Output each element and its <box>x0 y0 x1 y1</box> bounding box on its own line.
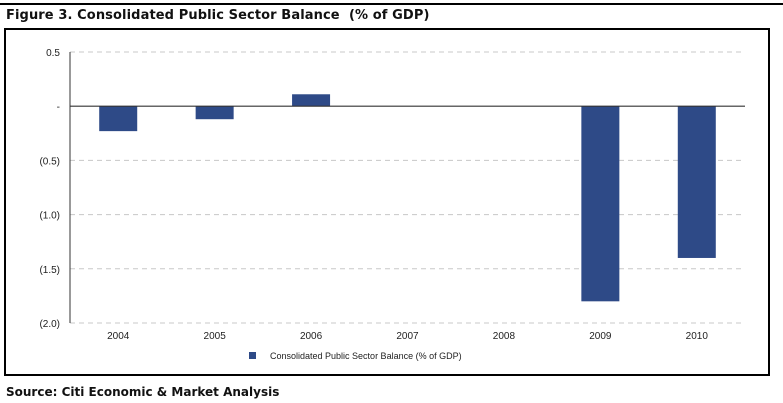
bar-2004 <box>99 106 138 132</box>
x-tick-label: 2004 <box>107 331 130 342</box>
bar-2010 <box>677 106 716 258</box>
y-tick-label: - <box>57 102 60 113</box>
top-rule <box>0 3 783 5</box>
chart-frame <box>4 28 770 376</box>
bar-2006 <box>292 94 331 107</box>
y-tick-label: (0.5) <box>39 156 60 167</box>
x-tick-label: 2010 <box>686 331 709 342</box>
bar-2009 <box>581 106 620 302</box>
y-tick-label: (2.0) <box>39 319 60 330</box>
source-note: Source: Citi Economic & Market Analysis <box>6 385 280 399</box>
x-tick-label: 2006 <box>300 331 323 342</box>
x-tick-label: 2007 <box>396 331 419 342</box>
y-tick-label: (1.5) <box>39 265 60 276</box>
y-tick-label: (1.0) <box>39 211 60 222</box>
figure-title: Figure 3. Consolidated Public Sector Bal… <box>6 8 430 23</box>
bar-2005 <box>195 106 234 120</box>
x-tick-label: 2009 <box>589 331 612 342</box>
y-tick-label: 0.5 <box>46 48 60 59</box>
legend-label: Consolidated Public Sector Balance (% of… <box>270 351 462 361</box>
x-tick-label: 2005 <box>204 331 227 342</box>
legend-swatch <box>249 352 256 359</box>
x-tick-label: 2008 <box>493 331 516 342</box>
